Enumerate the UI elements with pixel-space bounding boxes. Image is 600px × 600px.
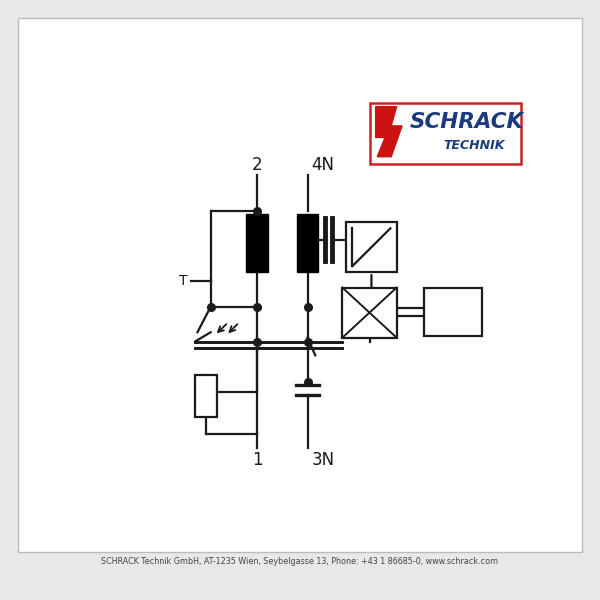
Polygon shape xyxy=(376,107,402,157)
Text: SCHRACK Technik GmbH, AT-1235 Wien, Seybelgasse 13, Phone: +43 1 86685-0, www.sc: SCHRACK Technik GmbH, AT-1235 Wien, Seyb… xyxy=(101,557,499,565)
Text: 1: 1 xyxy=(252,451,262,469)
Text: T: T xyxy=(179,274,187,289)
Text: 2: 2 xyxy=(252,155,262,173)
Bar xyxy=(370,103,521,164)
Text: 3N: 3N xyxy=(311,451,335,469)
Bar xyxy=(296,214,319,272)
Text: H: H xyxy=(445,303,461,322)
Text: SCHRACK: SCHRACK xyxy=(410,112,524,132)
Bar xyxy=(343,287,397,338)
Text: 4N: 4N xyxy=(311,155,334,173)
Bar xyxy=(424,289,482,336)
Bar xyxy=(195,374,217,417)
Text: TECHNIK: TECHNIK xyxy=(443,139,505,152)
Bar xyxy=(246,214,268,272)
Bar xyxy=(346,222,397,272)
